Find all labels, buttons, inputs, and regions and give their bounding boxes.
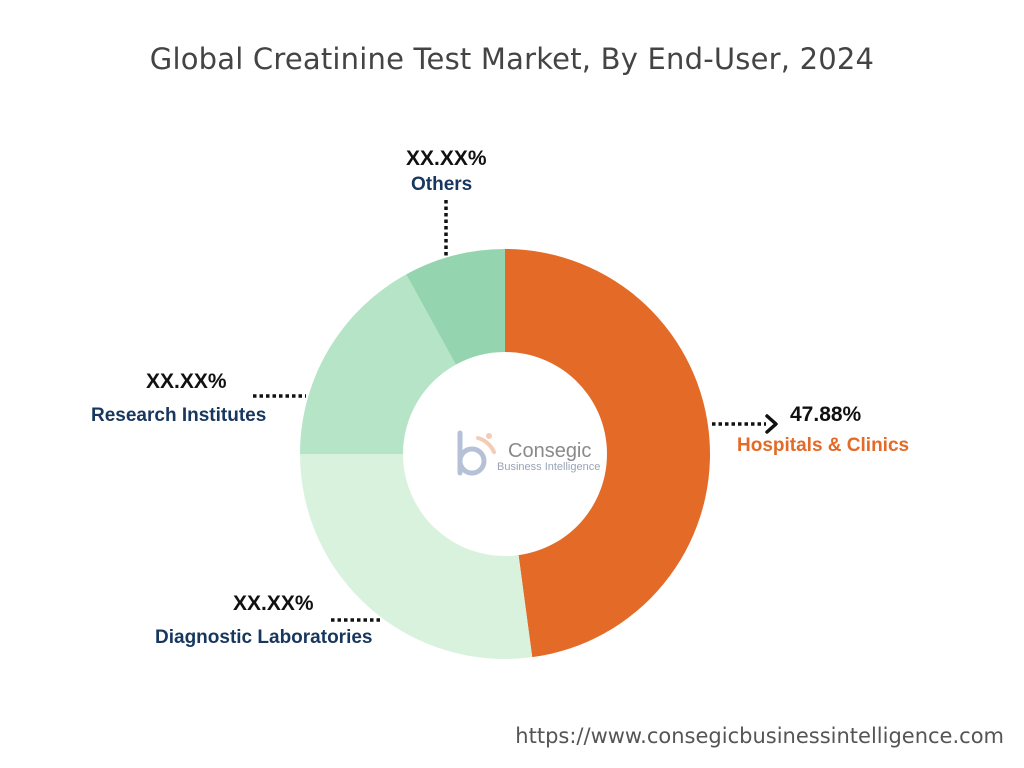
slice-others: [406, 249, 505, 365]
donut-slices: [300, 249, 710, 660]
others-percent-label: XX.XX%: [406, 147, 487, 170]
slice-diagnostic-laboratories: [300, 454, 533, 660]
watermark-subtitle: Business Intelligence: [497, 461, 600, 473]
slice-hospitals-clinics: [505, 249, 710, 658]
diagnostic-category-label: Diagnostic Laboratories: [155, 627, 373, 648]
slice-research-institutes: [300, 274, 456, 454]
others-category-label: Others: [411, 174, 472, 195]
source-url: https://www.consegicbusinessintelligence…: [515, 724, 1004, 748]
chart-title: Global Creatinine Test Market, By End-Us…: [149, 42, 875, 76]
hospitals-category-label: Hospitals & Clinics: [737, 435, 909, 456]
hospitals-percent-label: 47.88%: [790, 403, 862, 426]
hospitals-arrow-icon: [765, 414, 778, 434]
research-category-label: Research Institutes: [91, 405, 266, 426]
watermark-name: Consegic: [508, 440, 591, 462]
cb-logo-icon: [457, 430, 496, 476]
diagnostic-percent-label: XX.XX%: [233, 592, 314, 615]
watermark-logo: Consegic Business Intelligence: [457, 430, 600, 476]
slice-annotations: XX.XX% Others XX.XX% Research Institutes…: [91, 147, 909, 648]
research-percent-label: XX.XX%: [146, 370, 227, 393]
